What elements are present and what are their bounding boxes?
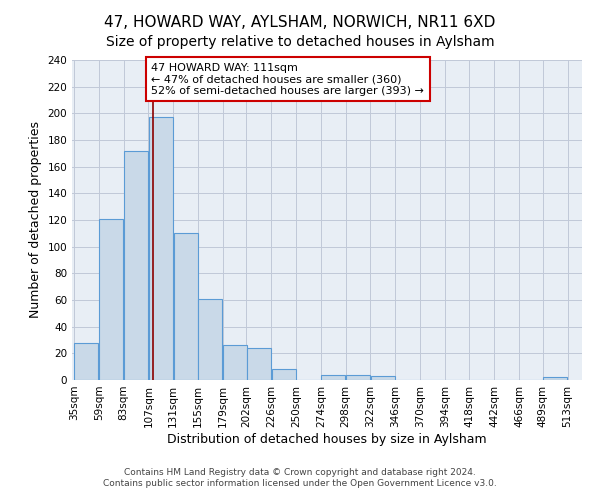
Bar [543, 378, 567, 380]
Bar [223, 346, 247, 380]
Bar [247, 348, 271, 380]
Y-axis label: Number of detached properties: Number of detached properties [29, 122, 42, 318]
Text: 47 HOWARD WAY: 111sqm
← 47% of detached houses are smaller (360)
52% of semi-det: 47 HOWARD WAY: 111sqm ← 47% of detached … [151, 62, 424, 96]
X-axis label: Distribution of detached houses by size in Aylsham: Distribution of detached houses by size … [167, 432, 487, 446]
Bar [272, 370, 296, 380]
Text: Size of property relative to detached houses in Aylsham: Size of property relative to detached ho… [106, 35, 494, 49]
Bar [99, 218, 123, 380]
Bar [74, 342, 98, 380]
Bar [371, 376, 395, 380]
Bar [149, 118, 173, 380]
Bar [124, 150, 148, 380]
Text: 47, HOWARD WAY, AYLSHAM, NORWICH, NR11 6XD: 47, HOWARD WAY, AYLSHAM, NORWICH, NR11 6… [104, 15, 496, 30]
Text: Contains HM Land Registry data © Crown copyright and database right 2024.
Contai: Contains HM Land Registry data © Crown c… [103, 468, 497, 487]
Bar [173, 234, 197, 380]
Bar [346, 374, 370, 380]
Bar [321, 374, 345, 380]
Bar [199, 298, 223, 380]
